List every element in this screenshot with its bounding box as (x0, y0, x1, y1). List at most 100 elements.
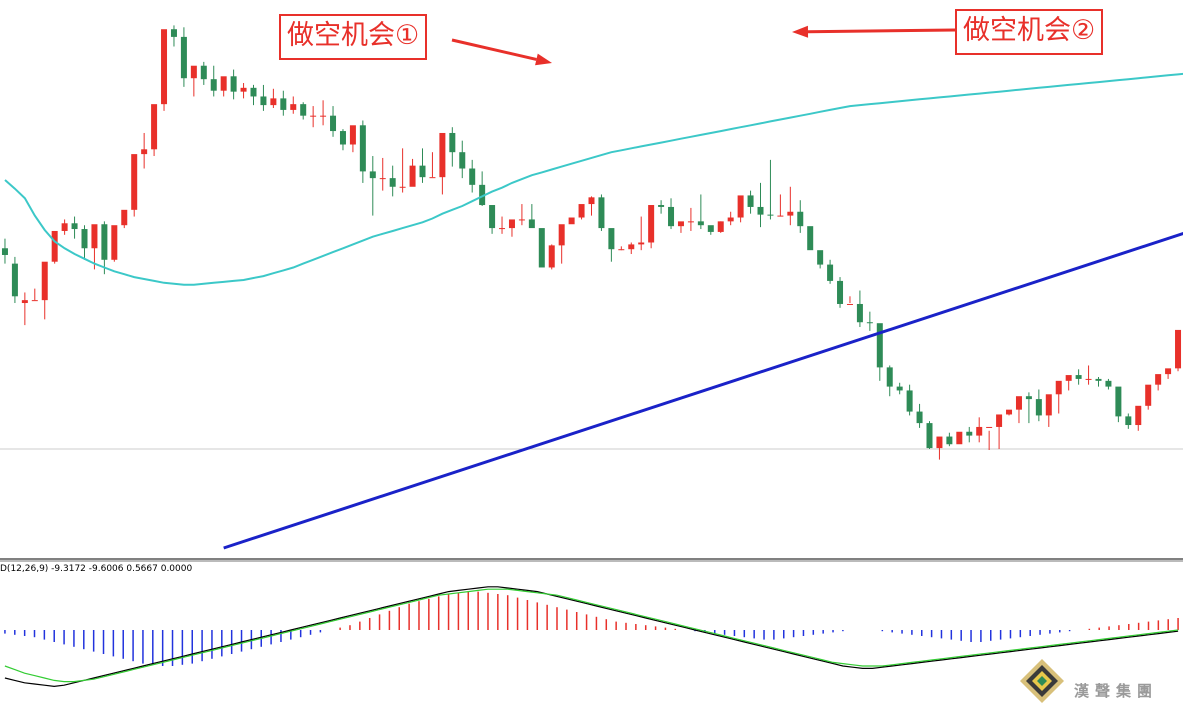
candle-body (1035, 399, 1042, 416)
candle-body (846, 303, 853, 305)
candle-body (161, 29, 168, 105)
candle-body (628, 244, 635, 250)
candle-body (151, 104, 158, 150)
annotation-short-opportunity-1: 做空机会① (279, 14, 428, 60)
candle-body (1006, 409, 1013, 415)
candle-body (797, 211, 804, 227)
candle-body (240, 87, 247, 92)
candle-body (1065, 375, 1072, 381)
candle-body (856, 303, 863, 323)
candle-body (1155, 374, 1162, 385)
candle-body (21, 300, 28, 304)
candle-body (170, 29, 177, 37)
candle-body (827, 264, 834, 281)
candle-body (51, 230, 58, 262)
candle-body (1135, 405, 1142, 426)
candle-body (668, 206, 675, 227)
candle-body (180, 36, 187, 79)
candle-body (936, 436, 943, 449)
candle-body (817, 250, 824, 265)
candle-body (121, 209, 128, 226)
candle-body (588, 197, 595, 205)
candle-body (658, 205, 665, 207)
candle-body (996, 414, 1003, 427)
candle-body (419, 165, 426, 178)
candle-body (777, 215, 784, 217)
candle-body (697, 221, 704, 226)
candle-body (1045, 394, 1052, 416)
candle-body (976, 426, 983, 436)
candle-body (518, 219, 525, 221)
candle-body (359, 125, 366, 172)
candle-body (906, 390, 913, 412)
candlestick-panel (0, 25, 1183, 550)
candle-body (499, 228, 506, 230)
candle-body (787, 211, 794, 216)
candle-body (1075, 375, 1082, 379)
candle-body (837, 280, 844, 304)
candle-body (280, 98, 287, 110)
candle-body (320, 115, 327, 117)
candle-body (449, 132, 456, 153)
candle-body (1085, 378, 1092, 380)
candle-body (399, 186, 406, 188)
candle-body (141, 149, 148, 155)
diamond-logo-icon (1020, 659, 1064, 703)
candle-body (1145, 384, 1152, 406)
candle-body (101, 224, 108, 260)
candle-body (1115, 386, 1122, 417)
candle-body (807, 226, 814, 251)
candle-body (270, 98, 277, 106)
candle-body (648, 205, 655, 243)
candle-body (290, 104, 297, 110)
candle-body (896, 386, 903, 391)
candle-body (220, 76, 227, 91)
candle-body (608, 228, 615, 250)
candle-body (250, 87, 257, 97)
candle-body (479, 184, 486, 206)
macd-indicator-label: D(12,26,9) -9.3172 -9.6006 0.5667 0.0000 (0, 564, 193, 574)
candle-body (459, 152, 466, 169)
candle-body (548, 245, 555, 268)
candle-body (409, 165, 416, 187)
candle-body (379, 178, 386, 180)
candle-body (528, 219, 535, 229)
candle-body (369, 171, 376, 179)
signal-line (4, 588, 1179, 683)
candle-body (61, 223, 68, 231)
candle-body (926, 423, 933, 449)
candle-body (757, 206, 764, 215)
candle-body (230, 76, 237, 92)
candle-body (200, 65, 207, 80)
candle-body (966, 431, 973, 436)
candle-body (71, 223, 78, 230)
candle-body (1015, 396, 1022, 410)
candle-body (1055, 380, 1062, 395)
candle-body (1, 248, 8, 255)
callout-arrow-1 (451, 38, 552, 66)
candle-body (568, 217, 575, 225)
candle-body (638, 242, 645, 245)
candle-body (330, 115, 337, 132)
candle-body (558, 224, 565, 246)
macd-line (4, 586, 1179, 688)
candle-body (717, 221, 724, 232)
candle-body (508, 219, 515, 229)
candle-body (469, 168, 476, 185)
callout-arrow-2 (792, 25, 956, 38)
candle-body (1025, 396, 1032, 400)
candle-body (707, 225, 714, 232)
candle-body (439, 132, 446, 178)
candle-body (538, 228, 545, 268)
candle-body (260, 96, 267, 106)
candle-body (886, 367, 893, 387)
annotation-short-opportunity-2: 做空机会② (955, 9, 1104, 55)
candle-body (916, 411, 923, 424)
candle-body (111, 225, 118, 260)
candle-body (41, 261, 48, 301)
support-trendline (223, 231, 1183, 550)
candle-body (747, 195, 754, 207)
candle-body (349, 125, 356, 145)
candle-body (91, 224, 98, 249)
